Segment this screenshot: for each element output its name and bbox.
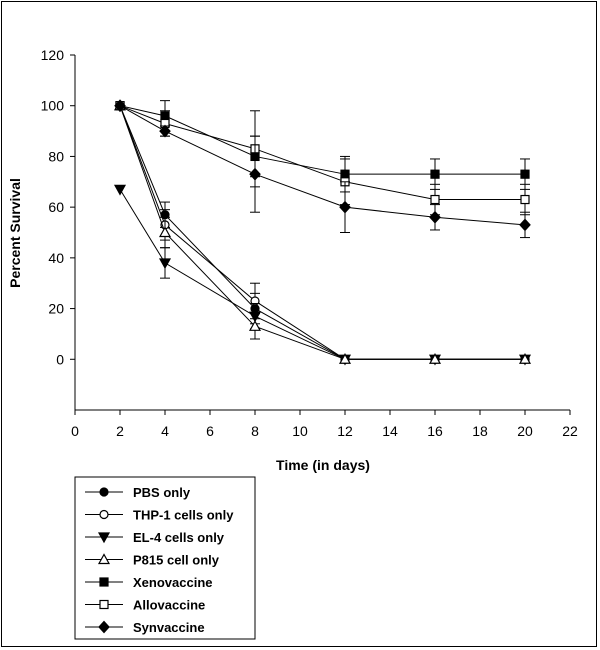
legend-item: Synvaccine [85, 620, 205, 635]
data-point [339, 200, 351, 214]
legend-item: P815 cell only [85, 553, 220, 568]
series-6 [115, 101, 530, 216]
legend-label: EL-4 cells only [133, 530, 225, 545]
legend-marker [99, 509, 109, 520]
series-1 [115, 101, 530, 364]
data-point [428, 353, 442, 364]
data-point [520, 169, 530, 179]
data-point [159, 124, 171, 138]
x-tick-label: 0 [71, 423, 79, 439]
legend-item: THP-1 cells only [85, 508, 234, 523]
series-3 [113, 184, 532, 366]
legend-label: THP-1 cells only [133, 508, 234, 523]
x-tick-label: 2 [116, 423, 124, 439]
legend-item: Xenovaccine [85, 575, 213, 590]
y-tick-label: 0 [56, 351, 64, 367]
y-tick-label: 60 [48, 199, 64, 215]
legend-marker [98, 620, 110, 634]
legend-label: Synvaccine [133, 620, 205, 635]
legend-item: PBS only [85, 485, 191, 500]
x-axis-title: Time (in days) [276, 457, 370, 473]
series-line [119, 189, 525, 360]
legend-label: Xenovaccine [133, 575, 213, 590]
legend-marker [97, 553, 111, 565]
legend-marker [99, 577, 109, 587]
x-tick-label: 6 [206, 423, 214, 439]
x-tick-label: 14 [382, 423, 398, 439]
legend-marker [99, 599, 109, 610]
legend-marker [97, 532, 111, 544]
x-tick-label: 4 [161, 423, 169, 439]
legend: PBS only THP-1 cells only EL-4 cells only P… [74, 476, 256, 640]
series-line [119, 105, 525, 175]
y-tick-label: 80 [48, 148, 64, 164]
legend-item: EL-4 cells only [85, 530, 225, 545]
series-line [119, 105, 525, 360]
series-5 [115, 100, 530, 193]
plot-area [113, 99, 532, 366]
x-tick-label: 16 [427, 423, 443, 439]
y-tick-label: 20 [48, 301, 64, 317]
data-point [518, 353, 532, 364]
x-tick-label: 18 [472, 423, 488, 439]
data-point [248, 320, 262, 331]
x-tick-label: 22 [562, 423, 578, 439]
series-line [119, 105, 526, 226]
data-point [113, 184, 127, 196]
axes: 0 20 40 60 80 100 120 0 2 4 6 8 10 12 14 16 18 20 22 [41, 47, 578, 439]
data-point [158, 258, 172, 270]
data-point [158, 226, 172, 238]
y-tick-label: 100 [41, 98, 65, 114]
data-point [114, 99, 126, 113]
y-axis-title: Percent Survival [7, 178, 23, 288]
x-tick-label: 10 [292, 423, 308, 439]
data-point [430, 169, 440, 179]
data-point [249, 167, 261, 181]
x-tick-label: 8 [251, 423, 259, 439]
series-line [119, 105, 525, 360]
data-point [429, 210, 441, 224]
x-tick-label: 20 [517, 423, 533, 439]
y-tick-label: 120 [41, 47, 65, 63]
data-point [338, 353, 352, 364]
data-point [519, 218, 531, 232]
legend-label: PBS only [133, 485, 191, 500]
series-line [119, 105, 525, 360]
series-4 [113, 99, 532, 364]
y-tick-label: 40 [48, 250, 64, 266]
series-2 [115, 101, 530, 364]
legend-marker [99, 487, 109, 497]
series-7 [114, 99, 531, 239]
series-line [119, 105, 525, 201]
x-tick-label: 12 [337, 423, 353, 439]
data-point [430, 194, 440, 205]
legend-label: Allovaccine [133, 598, 205, 613]
legend-item: Allovaccine [85, 598, 205, 613]
data-point [520, 194, 530, 205]
legend-label: P815 cell only [133, 553, 220, 568]
